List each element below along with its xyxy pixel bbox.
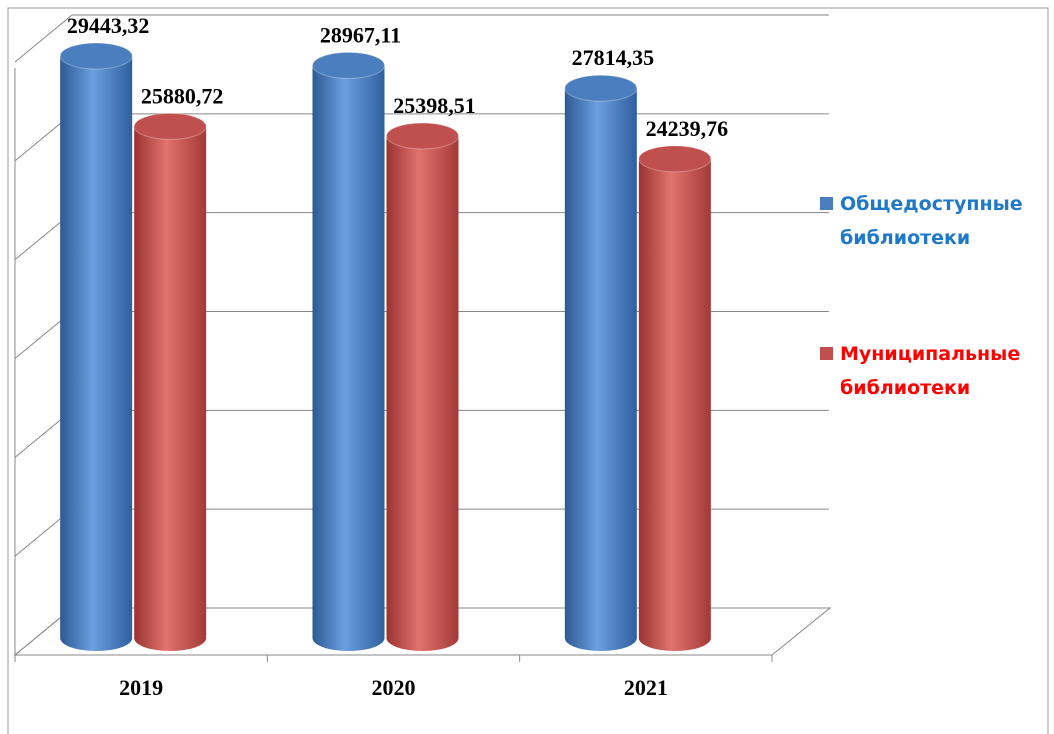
legend-entry: Общедоступные библиотеки [820,187,1054,255]
value-label: 28967,11 [320,22,401,47]
bar-top [638,145,712,173]
bar-top [564,74,638,102]
legend-swatch [820,197,833,210]
x-tick-label: 2020 [372,675,416,700]
legend-label: Муниципальные библиотеки [840,343,1021,399]
x-tick-label: 2019 [119,675,163,700]
bar [60,56,133,638]
value-label: 24239,76 [646,116,729,141]
legend-entry: Муниципальные библиотеки [820,337,1054,405]
legend-swatch [820,347,833,360]
bar [386,135,459,638]
bar [312,65,385,638]
grid-line [14,14,73,63]
value-label: 25398,51 [393,93,476,118]
value-label: 27814,35 [572,45,655,70]
bar-top [59,42,133,70]
legend-label: Общедоступные библиотеки [840,193,1023,249]
bar-top [312,51,385,79]
value-label: 25880,72 [141,83,224,108]
bar-top [386,122,459,150]
bar [564,88,637,639]
bar-top [133,112,207,140]
value-label: 29443,32 [67,13,150,38]
bar [134,126,207,638]
chart-border [7,7,1049,734]
x-tick-label: 2021 [624,675,668,700]
bar [638,158,711,638]
